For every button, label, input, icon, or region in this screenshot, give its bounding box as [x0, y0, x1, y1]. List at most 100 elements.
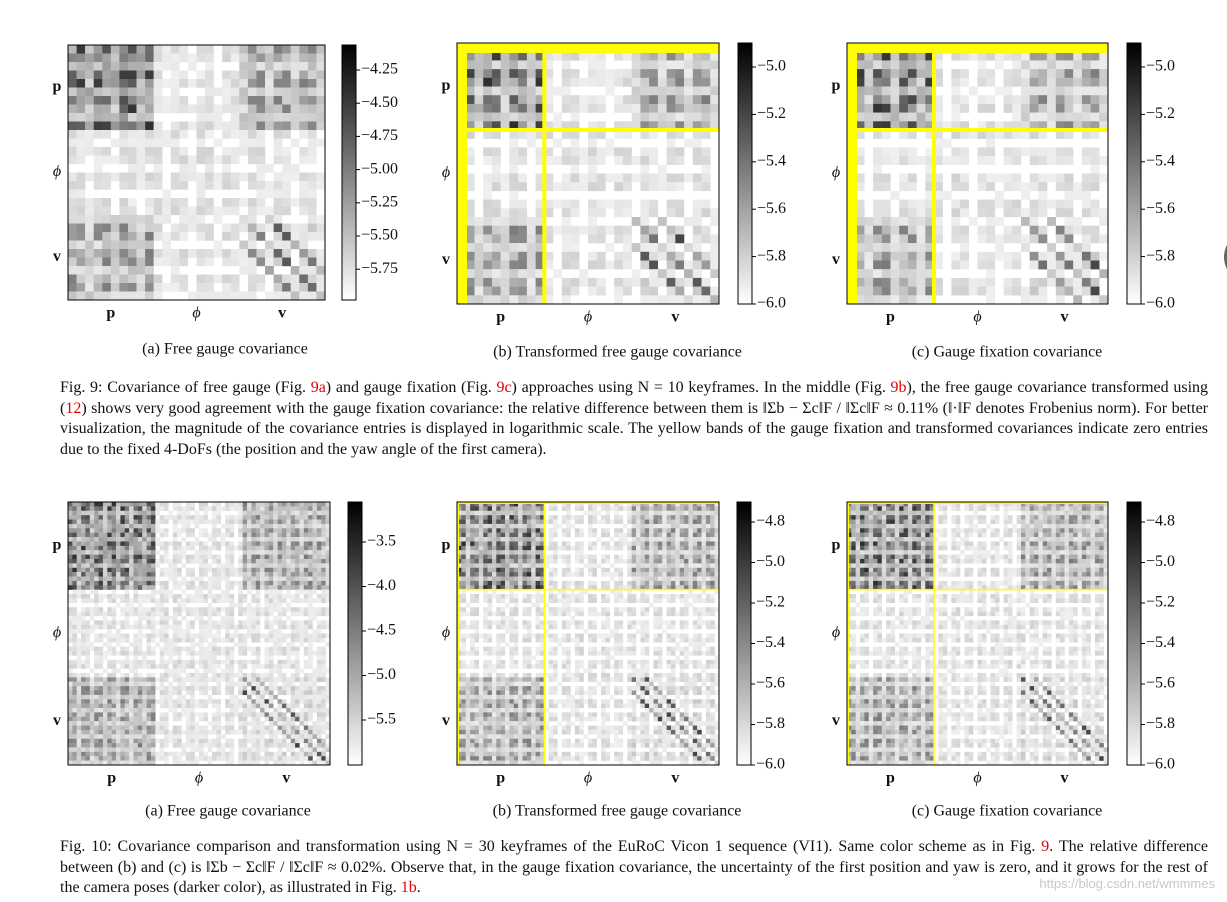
cell — [124, 677, 130, 682]
cell — [120, 633, 125, 639]
cell — [129, 725, 134, 731]
cell — [701, 277, 711, 287]
cell — [220, 659, 226, 665]
cell — [579, 103, 589, 113]
cell — [177, 580, 182, 586]
cell — [977, 182, 987, 192]
cell — [934, 182, 943, 192]
cell — [225, 624, 230, 630]
cell — [225, 690, 230, 696]
cell — [308, 677, 313, 682]
cell — [159, 699, 165, 704]
cell — [500, 51, 510, 61]
cell — [325, 611, 331, 617]
cell — [102, 62, 112, 71]
cell — [1047, 69, 1056, 78]
cell — [164, 572, 169, 577]
cell — [111, 664, 117, 669]
cell — [1003, 156, 1013, 165]
cell — [1029, 199, 1039, 209]
cell — [142, 681, 147, 687]
cell — [216, 729, 222, 735]
cell — [925, 112, 935, 122]
cell — [570, 156, 580, 165]
cell — [544, 234, 554, 244]
cell — [264, 558, 270, 564]
cell — [137, 708, 143, 713]
cell — [190, 572, 195, 577]
cell — [137, 545, 143, 551]
cell — [268, 572, 274, 577]
cell — [129, 550, 134, 555]
cell — [98, 611, 104, 617]
cell — [596, 95, 606, 105]
cell — [194, 681, 200, 687]
cell — [631, 269, 641, 279]
cell — [509, 103, 519, 113]
cell — [242, 541, 248, 547]
cell — [251, 558, 256, 564]
cell — [119, 283, 129, 292]
cell — [290, 198, 300, 207]
cell — [273, 104, 283, 114]
cell — [977, 147, 987, 157]
cell — [164, 589, 169, 595]
cell — [179, 206, 189, 216]
cell — [89, 712, 95, 717]
cell — [93, 113, 103, 122]
cell — [483, 243, 493, 252]
cell — [535, 77, 545, 87]
cell — [110, 70, 120, 80]
cell — [986, 69, 996, 78]
cell — [666, 147, 676, 157]
scroll-button[interactable] — [1224, 231, 1227, 283]
cell — [864, 295, 874, 305]
cell — [233, 712, 239, 717]
cell — [72, 664, 77, 669]
cell — [268, 563, 274, 568]
cell — [242, 506, 248, 511]
cell — [977, 277, 987, 287]
cell — [98, 655, 104, 660]
cell — [89, 550, 95, 555]
cell — [1012, 147, 1022, 157]
cell — [190, 716, 195, 722]
x-axis-label: ϕ — [973, 309, 981, 326]
cell — [94, 734, 99, 739]
cell — [153, 164, 163, 173]
cell — [94, 607, 99, 612]
cell — [150, 690, 156, 696]
cell — [242, 611, 248, 617]
cell — [133, 716, 139, 722]
cell — [212, 519, 217, 525]
cell — [120, 558, 125, 564]
cell — [190, 567, 195, 573]
cell — [273, 716, 278, 722]
cell — [222, 249, 231, 258]
cell — [150, 637, 156, 643]
cell — [129, 624, 134, 630]
cell — [76, 725, 82, 731]
cell — [316, 659, 322, 665]
cell — [239, 53, 249, 63]
cell — [299, 53, 309, 63]
cell — [225, 563, 230, 568]
cell — [230, 232, 240, 241]
cell — [137, 594, 143, 599]
cell — [303, 537, 309, 542]
cell — [190, 585, 195, 590]
cell — [76, 642, 82, 647]
cell — [127, 206, 137, 216]
cell — [120, 637, 125, 643]
cell — [303, 523, 309, 529]
cell — [142, 558, 147, 564]
cell — [212, 594, 217, 599]
cell — [170, 70, 180, 80]
cell — [1021, 286, 1030, 296]
cell — [203, 515, 208, 520]
cell — [1038, 60, 1048, 70]
cell — [89, 734, 95, 739]
cell — [277, 743, 283, 748]
cell — [110, 266, 120, 275]
cell — [701, 251, 711, 261]
